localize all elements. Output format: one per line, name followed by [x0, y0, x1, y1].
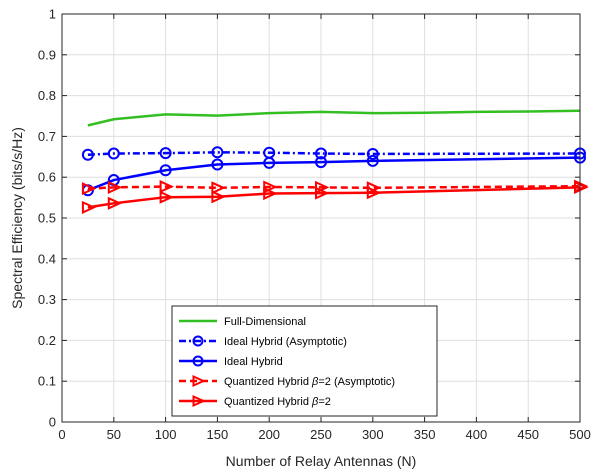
y-tick-label: 0.6 — [38, 170, 56, 185]
data-point-marker — [263, 186, 278, 201]
data-point-marker — [366, 186, 382, 200]
legend: Full-Dimensional Ideal Hybrid (Asymptotic… — [171, 305, 438, 417]
x-tick-label: 200 — [258, 427, 280, 442]
x-tick-label: 100 — [155, 427, 177, 442]
data-point-marker — [107, 196, 123, 210]
legend-label: Quantized Hybrid β=2 (Asymptotic) — [224, 376, 395, 388]
legend-swatch-marker — [192, 374, 206, 388]
data-point-marker — [315, 147, 327, 160]
y-tick-label: 0.8 — [38, 88, 56, 103]
x-tick-label: 250 — [310, 427, 332, 442]
legend-label: Ideal Hybrid — [224, 356, 283, 368]
y-tick-label: 1 — [49, 7, 56, 22]
axis-ticks: 0 50 100 150 200 250 300 350 400 450 500 0 0.1 0.2 0.3… — [38, 7, 591, 443]
data-point-marker — [366, 147, 379, 160]
x-tick-label: 350 — [414, 427, 436, 442]
data-point-marker — [159, 180, 175, 194]
data-point-marker — [159, 147, 172, 160]
data-point-marker — [107, 180, 123, 194]
legend-label: Full-Dimensional — [224, 316, 306, 328]
data-point-marker — [81, 182, 97, 196]
data-point-marker — [366, 154, 379, 167]
y-tick-label: 0.5 — [38, 211, 56, 226]
legend-label: Quantized Hybrid β=2 — [224, 396, 331, 408]
data-point-marker — [315, 156, 327, 169]
data-point-marker — [211, 158, 224, 171]
series-group — [81, 146, 586, 161]
legend-swatch-marker — [192, 355, 204, 367]
y-tick-label: 0 — [49, 415, 56, 430]
x-tick-label: 400 — [466, 427, 488, 442]
series-line — [87, 156, 581, 192]
series-line — [87, 109, 581, 127]
series-group — [81, 180, 589, 214]
data-point-marker — [211, 146, 224, 159]
data-point-marker — [81, 148, 94, 161]
series-line — [87, 186, 581, 209]
legend-label: Ideal Hybrid (Asymptotic) — [224, 336, 347, 348]
x-tick-label: 300 — [362, 427, 384, 442]
x-tick-label: 500 — [569, 427, 591, 442]
x-tick-label: 150 — [207, 427, 229, 442]
x-tick-label: 50 — [107, 427, 121, 442]
y-tick-label: 0.3 — [38, 292, 56, 307]
y-tick-label: 0.7 — [38, 129, 56, 144]
y-tick-label: 0.1 — [38, 374, 56, 389]
x-axis-label: Number of Relay Antennas (N) — [226, 453, 417, 469]
series-line — [87, 184, 581, 190]
data-point-marker — [107, 147, 120, 160]
series-line — [87, 151, 581, 157]
data-point-marker — [263, 180, 278, 194]
data-point-marker — [81, 200, 97, 214]
x-tick-label: 0 — [58, 427, 65, 442]
data-point-marker — [263, 156, 276, 169]
series-group — [87, 109, 581, 127]
data-point-marker — [159, 190, 175, 204]
data-point-marker — [159, 164, 172, 177]
x-tick-label: 450 — [517, 427, 539, 442]
data-point-marker — [211, 181, 226, 195]
y-axis-label: Spectral Efficiency (bits/s/Hz) — [9, 127, 25, 309]
data-point-marker — [315, 186, 330, 200]
y-tick-label: 0.9 — [38, 47, 56, 62]
y-tick-label: 0.4 — [38, 251, 56, 266]
data-point-marker — [211, 190, 226, 204]
series-layer — [81, 109, 589, 214]
legend-swatch-marker — [192, 335, 204, 347]
y-tick-label: 0.2 — [38, 333, 56, 348]
legend-swatch-marker — [192, 394, 206, 408]
